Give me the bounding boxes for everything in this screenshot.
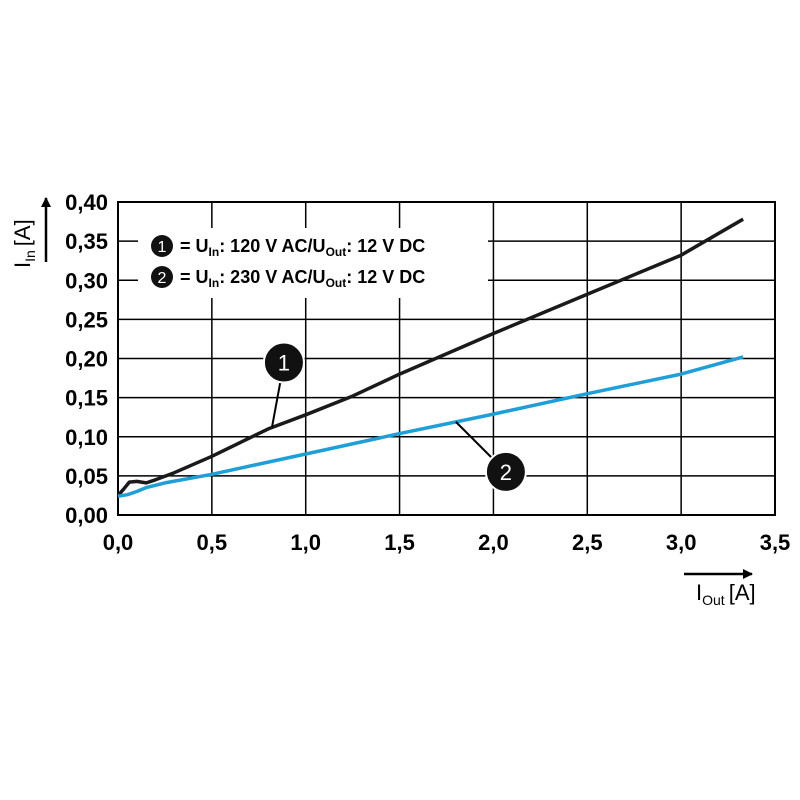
svg-text:IIn[A]: IIn [A]: [10, 219, 38, 268]
legend-entry-1-text: = UIn: 120 V AC/UOut: 12 V DC: [180, 236, 425, 259]
series-line-2: [117, 355, 744, 498]
callout-marker-2: [484, 450, 527, 493]
legend-marker-2-label: 2: [158, 270, 167, 287]
legend: 1 = UIn: 120 V AC/UOut: 12 V DC 2 = UIn:…: [138, 228, 488, 298]
x-axis-label-unit: [A]: [729, 580, 756, 605]
x-tick-label: 1,0: [290, 530, 321, 555]
y-tick-label: 0,20: [65, 347, 108, 372]
y-tick-labels: 0,00 0,05 0,10 0,15 0,20 0,25 0,30 0,35 0,40: [65, 190, 108, 528]
x-axis-label-sub: Out: [702, 592, 725, 608]
y-tick-label: 0,35: [65, 229, 108, 254]
y-axis-title: IIn [A]: [10, 219, 38, 268]
legend-background: [138, 228, 488, 298]
legend-entry-1: 1 = UIn: 120 V AC/UOut: 12 V DC: [151, 235, 425, 259]
x-axis-title: IOut [A]: [696, 580, 756, 608]
x-tick-labels: 0,0 0,5 1,0 1,5 2,0 2,5 3,0 3,5: [103, 530, 791, 555]
y-tick-label: 0,00: [65, 503, 108, 528]
y-tick-label: 0,25: [65, 307, 108, 332]
y-tick-label: 0,10: [65, 425, 108, 450]
x-tick-label: 3,5: [760, 530, 791, 555]
callout-label-2: 2: [500, 460, 512, 485]
y-tick-label: 0,15: [65, 386, 108, 411]
legend-entry-2-text: = UIn: 230 V AC/UOut: 12 V DC: [180, 267, 425, 290]
legend-entry-2: 2 = UIn: 230 V AC/UOut: 12 V DC: [151, 266, 425, 290]
y-tick-label: 0,30: [65, 268, 108, 293]
series-lines: [116, 217, 744, 498]
x-tick-label: 1,5: [384, 530, 415, 555]
y-axis-label-main: I: [10, 262, 35, 268]
y-axis-label-sub: In: [22, 250, 38, 262]
y-tick-label: 0,40: [65, 190, 108, 215]
y-axis-label-unit: [A]: [10, 219, 35, 246]
series-line-1: [116, 217, 744, 497]
x-tick-label: 3,0: [666, 530, 697, 555]
x-tick-label: 0,0: [103, 530, 134, 555]
legend-marker-2: [151, 266, 173, 288]
series-callouts: 12: [262, 341, 527, 493]
legend-marker-1: [151, 235, 173, 257]
plot-frame: [117, 201, 776, 516]
x-axis-label-main: I: [696, 580, 702, 605]
x-tick-label: 2,0: [478, 530, 509, 555]
y-tick-label: 0,05: [65, 464, 108, 489]
x-tick-label: 2,5: [572, 530, 603, 555]
callout-marker-1: [262, 341, 305, 384]
legend-marker-1-label: 1: [158, 239, 167, 256]
x-tick-label: 0,5: [197, 530, 228, 555]
callout-label-1: 1: [278, 351, 290, 376]
